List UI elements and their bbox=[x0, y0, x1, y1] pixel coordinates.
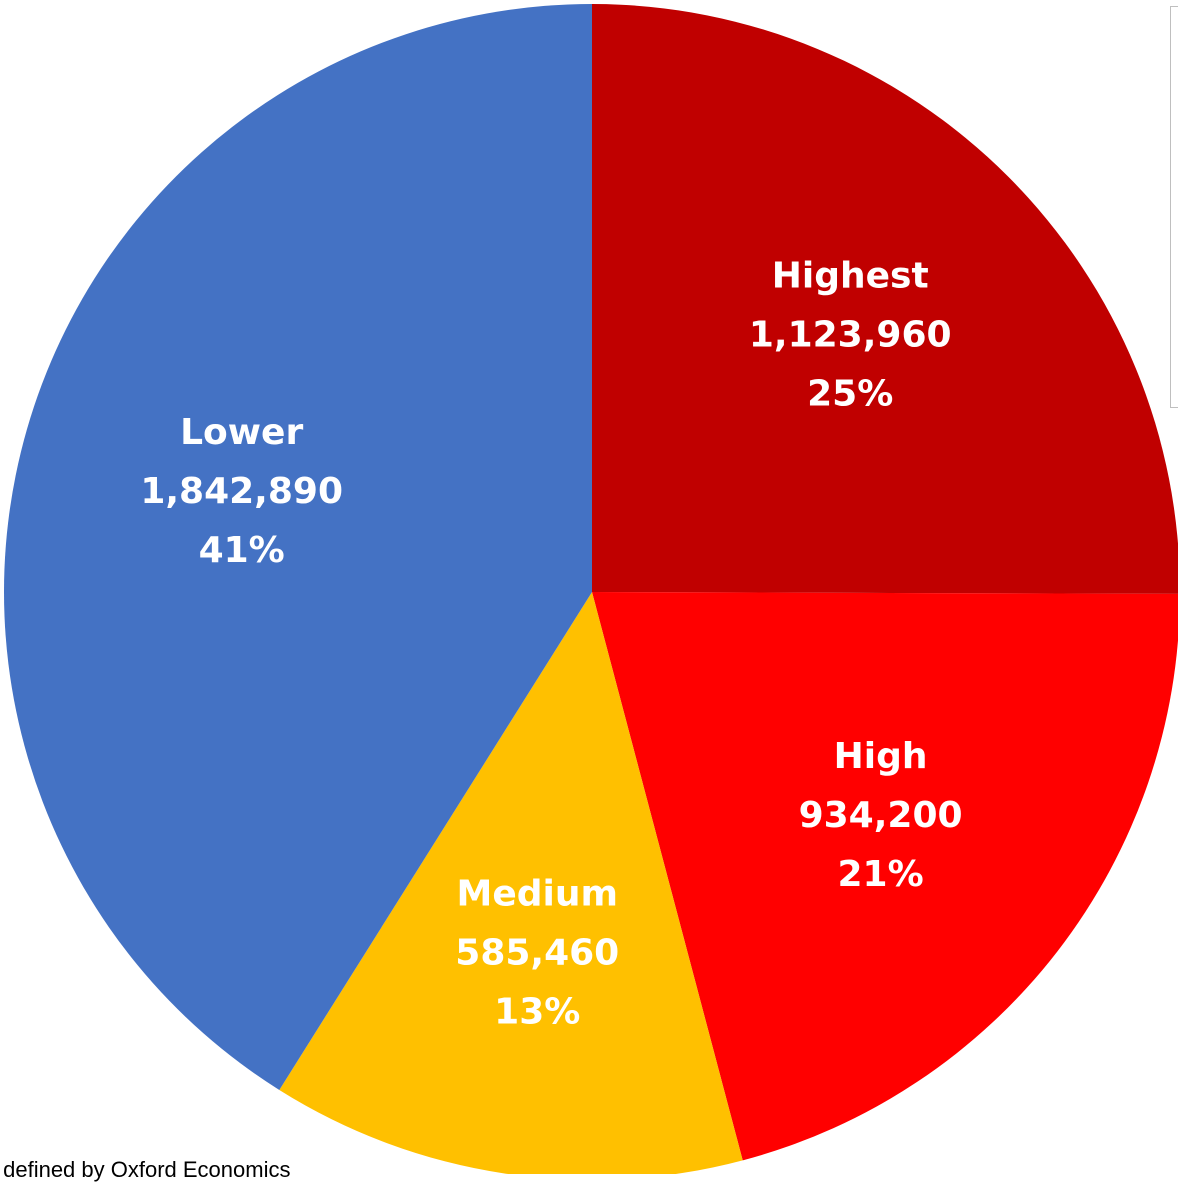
legend-box bbox=[1170, 6, 1178, 408]
slice-value-label: 934,200 bbox=[799, 795, 963, 836]
pie-slice-lower bbox=[4, 3, 592, 1090]
slice-value-label: 1,842,890 bbox=[140, 471, 343, 512]
slice-value-label: 585,460 bbox=[455, 932, 619, 973]
pie-slice-high bbox=[592, 592, 1178, 1161]
slice-name-label: Lower bbox=[180, 412, 303, 453]
pie-slice-highest bbox=[592, 4, 1178, 594]
pie-slices bbox=[4, 3, 1178, 1174]
slice-percent-label: 41% bbox=[199, 530, 285, 571]
slice-name-label: High bbox=[834, 736, 928, 777]
pie-labels: Highest 1,123,960 25% High 934,200 21% Medium 5… bbox=[140, 256, 962, 1033]
slice-name-label: Medium bbox=[457, 873, 619, 914]
slice-name-label: Highest bbox=[772, 256, 929, 297]
source-footnote: s defined by Oxford Economics bbox=[0, 1157, 291, 1182]
slice-percent-label: 13% bbox=[494, 991, 580, 1032]
pie-slice-medium bbox=[279, 592, 743, 1174]
slice-percent-label: 25% bbox=[807, 374, 893, 415]
slice-value-label: 1,123,960 bbox=[749, 315, 952, 356]
slice-percent-label: 21% bbox=[837, 854, 923, 895]
